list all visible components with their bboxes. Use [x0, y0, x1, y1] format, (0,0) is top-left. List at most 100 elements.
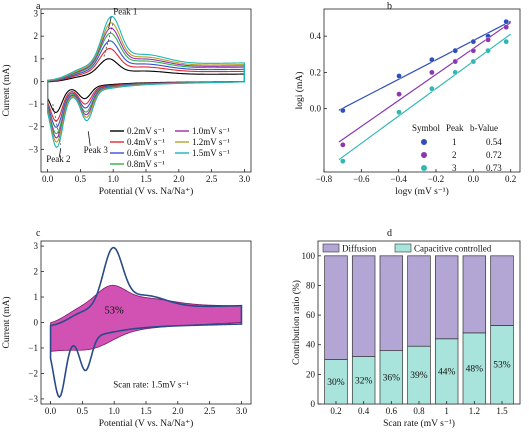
panel-d-data-label: 30% — [327, 378, 345, 388]
panel-c-ytick-label: 1 — [34, 292, 39, 302]
panel-b-fit-line-3 — [338, 33, 512, 161]
panel-d-ytick-label: 100 — [302, 251, 316, 261]
panel-b-legend-bvalue: 0.54 — [486, 137, 502, 147]
panel-d-bar-diffusion — [434, 255, 459, 340]
panel-d-xtick-label: 1.5 — [496, 406, 508, 416]
panel-d-data-label: 53% — [493, 361, 511, 371]
panel-a-annotation-peak1: Peak 1 — [113, 7, 137, 17]
panel-c-scan-rate-annotation: Scan rate: 1.5mV s⁻¹ — [113, 379, 189, 389]
panel-a-ytick-label: −3 — [28, 144, 38, 154]
panel-b-legend-peak: 1 — [452, 137, 457, 147]
panel-d-xtick-label: 1.2 — [469, 406, 480, 416]
panel-d-legend-swatch-capacitive — [394, 243, 412, 253]
panel-a-annotation-peak3: Peak 3 — [84, 145, 109, 155]
panel-a-xtick-label: 0.0 — [42, 174, 54, 184]
panel-letter-a: a — [36, 1, 41, 12]
panel-c-xaxis-label: Potential (V vs. Na/Na⁺) — [99, 418, 194, 429]
panel-d-contribution-bars: 30% 0.2 32% 0.4 36% 0.6 39% 0.8 44% 1 48% 1.2 53% 1.5… — [291, 240, 521, 429]
panel-c-xtick-label: 0.5 — [77, 406, 89, 416]
panel-b-point-1 — [470, 38, 477, 45]
panel-b-point-2 — [396, 91, 402, 97]
panel-d-data-label: 36% — [383, 373, 401, 383]
panel-b-point-1 — [503, 18, 509, 25]
panel-c-plot-area — [49, 246, 243, 399]
panel-b-legend-symbol — [421, 152, 427, 158]
panel-b-legend-header-peak: Peak — [446, 123, 464, 133]
panel-c-ytick-label: 0 — [34, 318, 39, 328]
panel-c-ytick-label: 3 — [34, 241, 39, 251]
panel-a-legend-label: 0.4mV s⁻¹ — [127, 137, 165, 147]
panel-b-fit-line-1 — [338, 20, 511, 111]
panel-b-point-1 — [452, 47, 459, 54]
panel-a-peak2-guide — [52, 104, 62, 145]
panel-c-xtick-label: 2.0 — [172, 406, 184, 416]
panel-d-bar-diffusion — [462, 255, 487, 334]
panel-b-legend-bvalue: 0.73 — [486, 163, 502, 173]
panel-a-peak1-guide — [103, 22, 114, 57]
panel-b-point-3 — [470, 58, 477, 65]
panel-d-data-label: 44% — [438, 367, 456, 377]
panel-b-point-2 — [503, 24, 509, 30]
panel-b-point-3 — [396, 109, 402, 116]
panel-d-ytick-label: 20 — [306, 369, 316, 379]
panel-letter-b: b — [387, 1, 392, 12]
panel-d-ytick-label: 80 — [306, 280, 316, 290]
panel-d-xtick-label: 0.6 — [386, 406, 398, 416]
panel-b-point-2 — [485, 36, 491, 43]
panel-b-yaxis-label: logi (mA) — [294, 72, 305, 110]
panel-d-bar-diffusion — [407, 255, 431, 347]
panel-b-legend-symbol — [421, 165, 427, 171]
panel-a-arrow-peak2 — [58, 148, 62, 158]
panel-b-point-2 — [340, 142, 346, 148]
panel-d-yaxis-label: Contribution ratio (%) — [291, 280, 302, 365]
panel-d-data-label: 39% — [410, 371, 428, 381]
panel-b-xtick-label: −0.4 — [391, 174, 408, 184]
panel-b-point-2 — [452, 58, 459, 65]
panel-d-bar-diffusion — [490, 255, 514, 326]
panel-b-ytick-label: 0.4 — [310, 31, 322, 41]
panel-d-legend-swatch-diffusion — [322, 243, 340, 253]
panel-c-xtick-label: 0.0 — [45, 406, 57, 416]
panel-b-legend-peak: 3 — [452, 163, 457, 173]
panel-c-ytick-label: 2 — [34, 267, 39, 277]
panel-c-ytick-label: −2 — [28, 368, 38, 378]
panel-d-xtick-label: 0.4 — [358, 406, 370, 416]
panel-b-point-3 — [452, 69, 459, 76]
panel-a-xtick-label: 2.0 — [173, 174, 185, 184]
panel-a-legend-label: 0.6mV s⁻¹ — [127, 148, 165, 158]
panel-d-xtick-label: 0.8 — [413, 406, 425, 416]
panel-c-xtick-label: 2.5 — [204, 406, 216, 416]
panel-c-cv-curve — [49, 246, 243, 399]
panel-a-legend-label: 1.2mV s⁻¹ — [192, 137, 230, 147]
panel-b-point-1 — [396, 73, 402, 79]
panel-a-xtick-label: 0.5 — [75, 174, 87, 184]
panel-b-legend-header-symbol: Symbol — [412, 123, 441, 133]
panel-b-legend-peak: 2 — [452, 150, 457, 160]
panel-a-xtick-label: 1.0 — [108, 174, 120, 184]
panel-b-point-3 — [429, 85, 435, 92]
panel-b-legend-bvalue: 0.72 — [486, 150, 502, 160]
panel-d-legend-label-diffusion: Diffusion — [342, 244, 377, 254]
panel-d-bar-diffusion — [351, 255, 376, 357]
panel-a-arrow-peak3 — [87, 131, 91, 147]
panel-a-ytick-label: 1 — [34, 54, 39, 64]
panel-b-plot-area — [338, 18, 512, 164]
panel-c-ytick-label: −3 — [28, 394, 38, 404]
panel-b-point-1 — [340, 107, 346, 114]
panel-a-ytick-label: 3 — [34, 9, 39, 19]
panel-b-axes-frame — [323, 8, 521, 173]
panel-d-ytick-label: 60 — [306, 310, 316, 320]
panel-a-ytick-label: −2 — [28, 122, 38, 132]
panel-b-xaxis-label: logv (mV s⁻¹) — [395, 186, 449, 197]
panel-b-xtick-label: −0.8 — [316, 174, 333, 184]
panel-b-point-2 — [429, 69, 435, 76]
panel-d-ytick-label: 0 — [311, 399, 316, 409]
panel-c-xtick-label: 1.0 — [109, 406, 121, 416]
panel-a-legend-label: 0.2mV s⁻¹ — [127, 126, 165, 136]
panel-c-yaxis-label: Current (mA) — [1, 297, 12, 349]
panel-a-ytick-label: −1 — [28, 99, 38, 109]
panel-a-legend-label: 0.8mV s⁻¹ — [127, 159, 165, 169]
panel-a-yaxis-label: Current (mA) — [1, 65, 12, 117]
panel-d-data-label: 48% — [466, 364, 484, 374]
